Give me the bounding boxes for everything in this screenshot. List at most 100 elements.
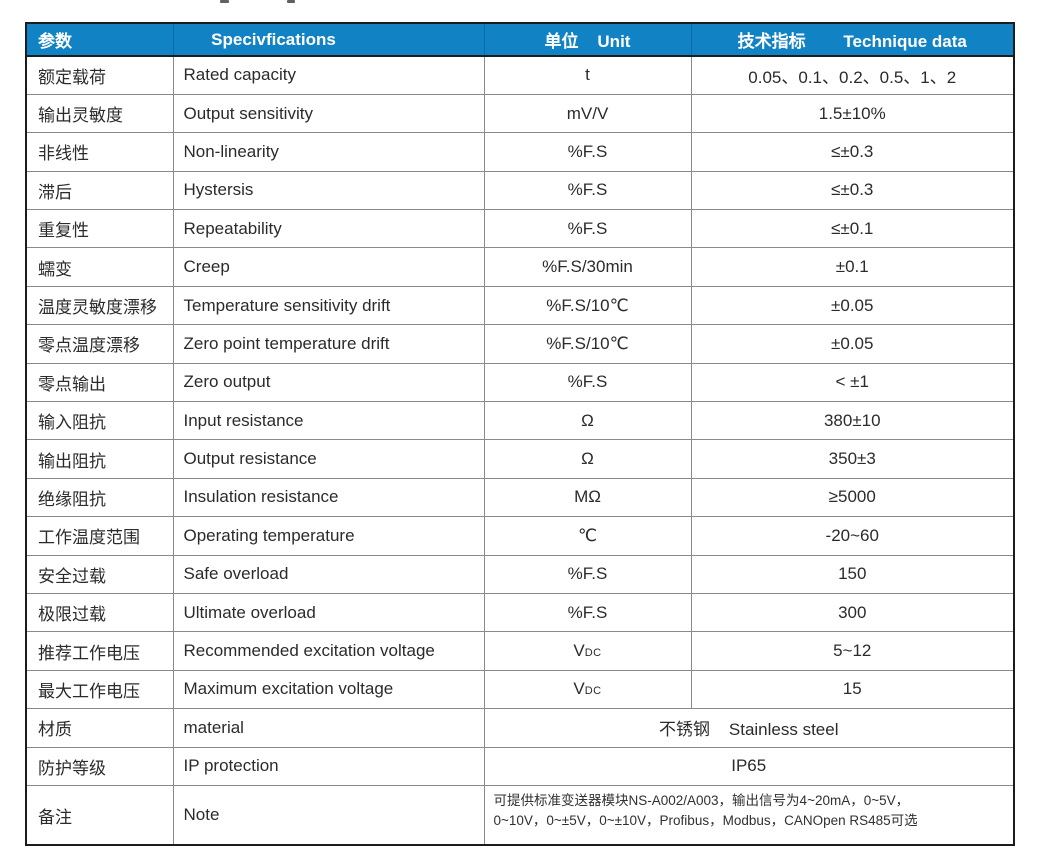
unit-cell: VDC — [483, 669, 692, 710]
table-row: 重复性 Repeatability %F.S ≤±0.1 — [25, 209, 1015, 249]
table-row: 最大工作电压 Maximum excitation voltage VDC 15 — [25, 669, 1015, 710]
table-row: 极限过载 Ultimate overload %F.S 300 — [25, 592, 1015, 633]
param-cell: 温度灵敏度漂移 — [25, 285, 174, 326]
specifications-table: 参数 Specivfications 单位 Unit 技术指标 Technique d… — [25, 22, 1015, 847]
param-cell: 工作温度范围 — [25, 516, 174, 556]
value-cell: ±0.1 — [690, 247, 1015, 287]
unit-subscript: DC — [584, 685, 602, 698]
spec-cell: material — [172, 708, 485, 748]
table-row: 温度灵敏度漂移 Temperature sensitivity drift %F.S… — [25, 285, 1015, 326]
merged-value-cell: 不锈钢 Stainless steel — [483, 708, 1015, 748]
value-cell: 380±10 — [690, 401, 1015, 441]
param-cell: 非线性 — [25, 132, 174, 172]
spec-cell: Operating temperature — [172, 516, 485, 556]
param-cell: 最大工作电压 — [25, 669, 174, 710]
unit-cell: Ω — [483, 401, 692, 441]
value-cell: 300 — [690, 592, 1015, 633]
column-header-param: 参数 — [25, 22, 174, 57]
value-cell: 5~12 — [690, 631, 1015, 671]
spec-cell: Note — [172, 784, 485, 846]
spec-cell: Rated capacity — [172, 55, 485, 95]
param-cell: 备注 — [25, 784, 174, 846]
value-cell: ≤±0.1 — [690, 209, 1015, 249]
param-cell: 滞后 — [25, 170, 174, 211]
unit-cell: MΩ — [483, 477, 692, 518]
unit-cell: mV/V — [483, 93, 692, 134]
spec-cell: Creep — [172, 247, 485, 287]
table-row: 输出阻抗 Output resistance Ω 350±3 — [25, 439, 1015, 479]
spec-cell: Safe overload — [172, 554, 485, 594]
spec-cell: Zero output — [172, 362, 485, 403]
param-cell: 材质 — [25, 708, 174, 748]
param-cell: 额定载荷 — [25, 55, 174, 95]
table-row: 工作温度范围 Operating temperature ℃ -20~60 — [25, 516, 1015, 556]
param-cell: 推荐工作电压 — [25, 631, 174, 671]
unit-cell: Ω — [483, 439, 692, 479]
spec-cell: Non-linearity — [172, 132, 485, 172]
spec-cell: IP protection — [172, 746, 485, 786]
param-cell: 防护等级 — [25, 746, 174, 786]
merged-value-cell: IP65 — [483, 746, 1015, 786]
spec-cell: Ultimate overload — [172, 592, 485, 633]
unit-subscript: DC — [584, 647, 602, 660]
value-cell: ±0.05 — [690, 324, 1015, 364]
param-cell: 输出阻抗 — [25, 439, 174, 479]
unit-cell: %F.S/30min — [483, 247, 692, 287]
unit-cell: %F.S — [483, 170, 692, 211]
param-cell: 蠕变 — [25, 247, 174, 287]
table-row: 额定载荷 Rated capacity t 0.05、0.1、0.2、0.5、1、2 — [25, 55, 1015, 95]
table-header: 参数 Specivfications 单位 Unit 技术指标 Technique d… — [25, 22, 1015, 57]
column-header-spec: Specivfications — [172, 22, 485, 57]
table-row: 备注 Note 可提供标准变送器模块NS-A002/A003，输出信号为4~20mA… — [25, 784, 1015, 846]
value-cell: < ±1 — [690, 362, 1015, 403]
value-cell: -20~60 — [690, 516, 1015, 556]
value-cell: 150 — [690, 554, 1015, 594]
value-cell: ≥5000 — [690, 477, 1015, 518]
table-row: 滞后 Hystersis %F.S ≤±0.3 — [25, 170, 1015, 211]
unit-cell: t — [483, 55, 692, 95]
header-row: 参数 Specivfications 单位 Unit 技术指标 Technique d… — [25, 22, 1015, 57]
unit-cell: %F.S — [483, 362, 692, 403]
spec-cell: Zero point temperature drift — [172, 324, 485, 364]
param-cell: 零点温度漂移 — [25, 324, 174, 364]
unit-cell: %F.S — [483, 592, 692, 633]
spec-cell: Maximum excitation voltage — [172, 669, 485, 710]
unit-cell: ℃ — [483, 516, 692, 556]
spec-cell: Recommended excitation voltage — [172, 631, 485, 671]
column-header-data: 技术指标 Technique data — [690, 22, 1015, 57]
table-row: 输出灵敏度 Output sensitivity mV/V 1.5±10% — [25, 93, 1015, 134]
table-row: 非线性 Non-linearity %F.S ≤±0.3 — [25, 132, 1015, 172]
param-cell: 安全过载 — [25, 554, 174, 594]
column-header-unit: 单位 Unit — [483, 22, 692, 57]
param-cell: 输入阻抗 — [25, 401, 174, 441]
cropped-text-artifact — [287, 0, 295, 3]
note-cell: 可提供标准变送器模块NS-A002/A003，输出信号为4~20mA，0~5V，… — [483, 784, 1015, 846]
table-row: 蠕变 Creep %F.S/30min ±0.1 — [25, 247, 1015, 287]
value-cell: ±0.05 — [690, 285, 1015, 326]
value-cell: 350±3 — [690, 439, 1015, 479]
table-row: 安全过载 Safe overload %F.S 150 — [25, 554, 1015, 594]
spec-cell: Output resistance — [172, 439, 485, 479]
spec-cell: Temperature sensitivity drift — [172, 285, 485, 326]
param-cell: 绝缘阻抗 — [25, 477, 174, 518]
unit-cell: VDC — [483, 631, 692, 671]
spec-cell: Repeatability — [172, 209, 485, 249]
value-cell: 1.5±10% — [690, 93, 1015, 134]
table-row: 零点输出 Zero output %F.S < ±1 — [25, 362, 1015, 403]
spec-cell: Hystersis — [172, 170, 485, 211]
unit-cell: %F.S — [483, 209, 692, 249]
value-cell: 0.05、0.1、0.2、0.5、1、2 — [690, 55, 1015, 95]
spec-cell: Output sensitivity — [172, 93, 485, 134]
unit-cell: %F.S/10℃ — [483, 285, 692, 326]
param-cell: 极限过载 — [25, 592, 174, 633]
param-cell: 输出灵敏度 — [25, 93, 174, 134]
param-cell: 零点输出 — [25, 362, 174, 403]
table-row: 推荐工作电压 Recommended excitation voltage VDC 5… — [25, 631, 1015, 671]
value-cell: ≤±0.3 — [690, 170, 1015, 211]
unit-cell: %F.S/10℃ — [483, 324, 692, 364]
table-row: 绝缘阻抗 Insulation resistance MΩ ≥5000 — [25, 477, 1015, 518]
table-row: 材质 material 不锈钢 Stainless steel — [25, 708, 1015, 748]
value-cell: 15 — [690, 669, 1015, 710]
table-row: 输入阻抗 Input resistance Ω 380±10 — [25, 401, 1015, 441]
